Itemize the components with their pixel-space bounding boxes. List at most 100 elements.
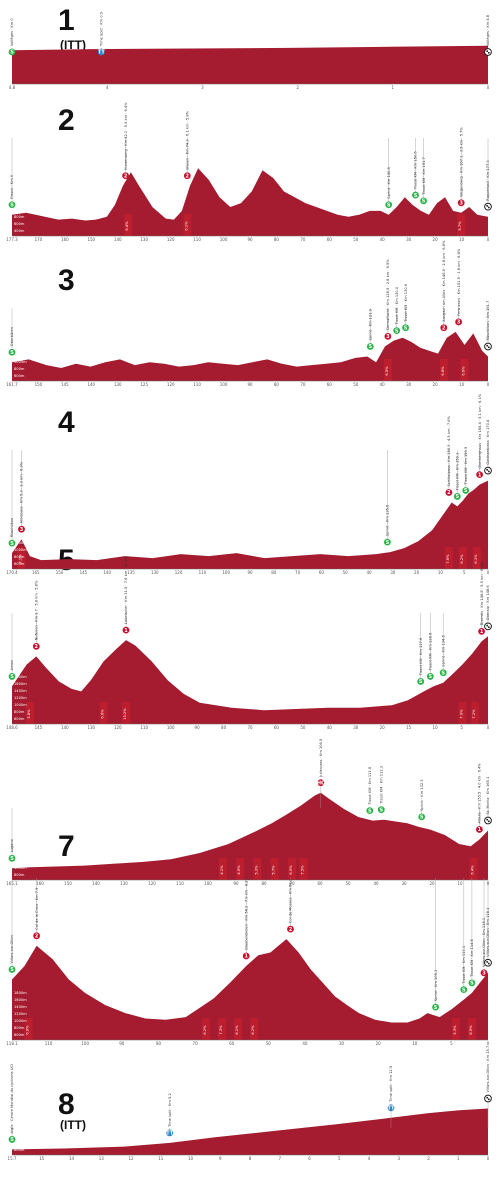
x-tick-label: 30 bbox=[406, 382, 412, 387]
y-tick-label: 1600m bbox=[14, 998, 27, 1002]
y-tick-label: 1600m bbox=[14, 682, 27, 686]
x-tick-label: 60 bbox=[327, 382, 333, 387]
point-label: Villars-sur-Ollon · Km 118.1 bbox=[482, 918, 486, 967]
x-tick-label: 140 bbox=[87, 382, 95, 387]
x-tick-label: 15 bbox=[406, 725, 412, 730]
climb-band bbox=[460, 359, 469, 381]
y-tick-label: 1200m bbox=[14, 541, 27, 545]
climb-band bbox=[383, 359, 392, 381]
start-badge bbox=[8, 539, 16, 547]
sprint-badge bbox=[418, 813, 426, 821]
x-tick-label: 145 bbox=[80, 570, 88, 575]
badge-text: S bbox=[419, 679, 423, 685]
finish-flag-check bbox=[488, 820, 490, 823]
x-tick-label: 1 bbox=[457, 1156, 460, 1161]
x-tick-label: 0 bbox=[487, 881, 490, 886]
x-tick-label: 161.7 bbox=[6, 382, 18, 387]
stage-7-panel: 7 bbox=[0, 822, 500, 972]
grade-label: 7.5% bbox=[301, 865, 305, 875]
point-label: Col de la Croix · Km 7.9 bbox=[35, 887, 39, 930]
x-tick-label: 20 bbox=[433, 237, 439, 242]
sprint-badge bbox=[366, 807, 374, 814]
grade-label: 7.2% bbox=[472, 709, 476, 719]
point-label: Rapperswil · Km 177.3 bbox=[486, 160, 490, 200]
climb-band bbox=[472, 547, 481, 569]
x-tick-label: 50 bbox=[353, 382, 359, 387]
elevation-area bbox=[12, 939, 488, 1040]
x-tick-label: 140 bbox=[103, 570, 111, 575]
sprint-badge bbox=[385, 201, 393, 209]
point-label: Kurzenberg · Km 42.1 · 5.9 km · 6.4% bbox=[124, 102, 128, 170]
point-label: Tissot KM · Km 114.6 bbox=[470, 938, 474, 977]
sprint-badge bbox=[412, 191, 419, 199]
sprint-badge bbox=[439, 669, 447, 677]
stage-number: 4 bbox=[58, 406, 75, 439]
x-tick-label: 60 bbox=[327, 237, 333, 242]
x-tick-label: 70 bbox=[300, 382, 306, 387]
climb-band bbox=[218, 858, 227, 880]
start-badge bbox=[8, 201, 16, 209]
sprint-badge bbox=[384, 538, 391, 546]
grade-label: 8.1% bbox=[235, 1025, 239, 1035]
kom1-badge bbox=[242, 952, 250, 960]
y-tick-label: 2200m bbox=[14, 824, 27, 828]
x-tick-label: 100 bbox=[220, 237, 228, 242]
point-label: Fiesch · Km 0 bbox=[10, 174, 14, 199]
climb-band bbox=[299, 858, 308, 880]
point-label: Ausgach am Albis · Km 146.6 · 2.8 km · 6… bbox=[442, 240, 446, 322]
y-tick-label: 1400m bbox=[14, 1120, 27, 1124]
y-tick-label: 1200m bbox=[14, 696, 27, 700]
y-tick-label: 1800m bbox=[14, 675, 27, 679]
x-tick-label: 6 bbox=[308, 1156, 311, 1161]
x-tick-label: 20 bbox=[414, 570, 420, 575]
finish-flag-check bbox=[488, 1098, 490, 1101]
x-tick-label: 5 bbox=[463, 570, 466, 575]
point-label: Wegenberg · Km 167.1 · 3.5 km · 5.7% bbox=[459, 127, 463, 197]
point-label: Glaubenbielen · Km 58.2 · 7.9 km · 8.2% bbox=[244, 877, 248, 950]
badge-text: 3 bbox=[386, 334, 390, 340]
sprint-badge bbox=[420, 197, 427, 205]
sprint-badge bbox=[460, 986, 468, 994]
climb-band bbox=[236, 858, 245, 880]
point-label: Ambri bbox=[10, 660, 14, 671]
kom3-badge bbox=[18, 525, 25, 533]
badge-text: 1 bbox=[478, 472, 482, 478]
x-tick-label: 12 bbox=[128, 1156, 134, 1161]
grade-label: 6.6% bbox=[462, 366, 466, 376]
x-tick-label: 0 bbox=[487, 1041, 490, 1046]
y-tick-label: 800m bbox=[14, 215, 25, 219]
climb-band bbox=[17, 547, 26, 569]
y-tick-label: 800m bbox=[14, 555, 25, 559]
x-tick-label: 3 bbox=[201, 85, 204, 90]
badge-text: S bbox=[10, 50, 14, 56]
x-tick-label: 30 bbox=[353, 725, 359, 730]
badge-text: 2 bbox=[447, 490, 451, 496]
y-tick-label: 800m bbox=[14, 367, 25, 371]
x-tick-label: 4.8 bbox=[9, 85, 16, 90]
x-tick-label: 120 bbox=[167, 382, 175, 387]
grade-label: 7.3% bbox=[219, 1025, 223, 1035]
finish-flag-check bbox=[488, 52, 490, 54]
x-tick-label: 100 bbox=[222, 570, 230, 575]
y-tick-label: 2400m bbox=[14, 817, 27, 821]
x-tick-label: 110 bbox=[176, 881, 184, 886]
x-tick-label: 110 bbox=[199, 570, 207, 575]
point-label: Nufenen · Km 9.7 · 5.8 km · 5.8% bbox=[35, 580, 39, 640]
badge-text: S bbox=[10, 674, 14, 680]
point-label: Tissot KM · Km 113.1 bbox=[462, 946, 466, 985]
grade-label: 7.6% bbox=[446, 554, 450, 564]
point-label: Tissot KM · Km 128.6 bbox=[429, 632, 433, 671]
point-label: Wasen · Km 74.3 · 6.1 km · 5.8% bbox=[186, 110, 190, 169]
x-tick-label: 80 bbox=[261, 881, 267, 886]
y-tick-label: 1000m bbox=[14, 208, 27, 212]
start-badge bbox=[8, 854, 16, 862]
point-label: Sprint · Km 135.6 bbox=[386, 504, 390, 536]
grade-label: 6.5% bbox=[385, 366, 389, 376]
badge-text: S bbox=[455, 494, 459, 500]
kom3-badge bbox=[480, 969, 488, 977]
badge-text: 1 bbox=[244, 954, 248, 960]
x-tick-label: 14 bbox=[69, 1156, 75, 1161]
grade-label: 8.2% bbox=[251, 1025, 255, 1035]
badge-text: S bbox=[422, 199, 426, 205]
